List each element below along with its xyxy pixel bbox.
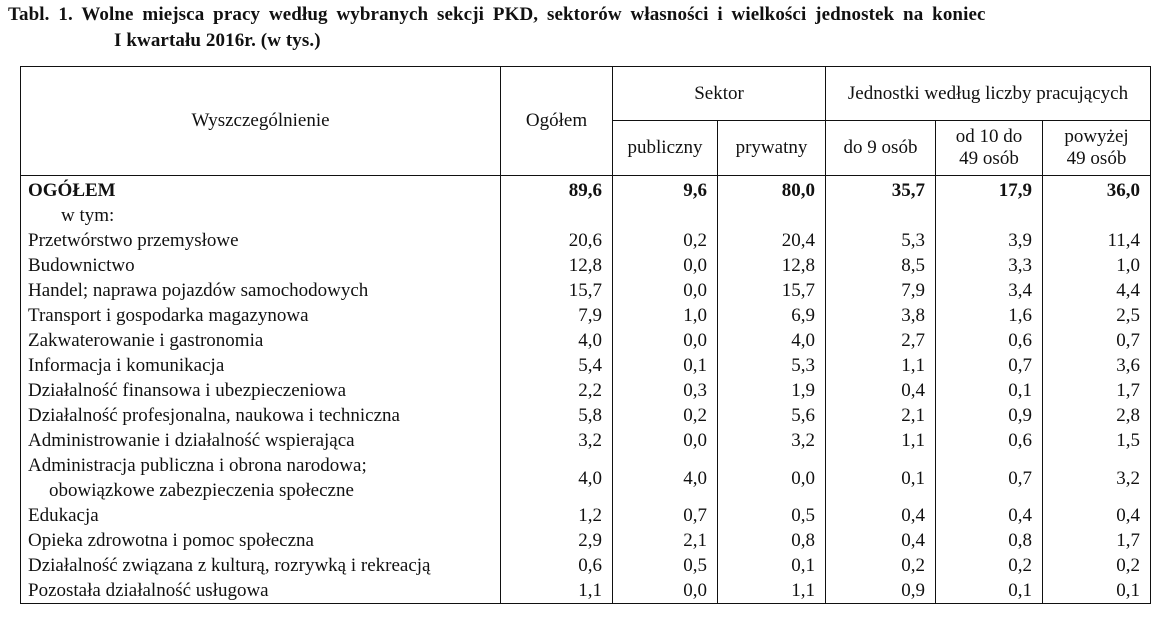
table-row: Edukacja 1,2 0,7 0,5 0,4 0,4 0,4 bbox=[20, 503, 1151, 528]
table-row: Zakwaterowanie i gastronomia 4,0 0,0 4,0… bbox=[20, 328, 1151, 353]
header-private: prywatny bbox=[717, 120, 826, 176]
caption-line-1: Tabl. 1. Wolne miejsca pracy według wybr… bbox=[8, 4, 986, 25]
header-size-large: powyżej 49 osób bbox=[1042, 120, 1151, 176]
table-row: Opieka zdrowotna i pomoc społeczna 2,9 2… bbox=[20, 528, 1151, 553]
table-row-subheading: w tym: bbox=[20, 203, 1151, 228]
header-size-small: do 9 osób bbox=[825, 120, 936, 176]
row-name-line-2: obowiązkowe zabezpieczenia społeczne bbox=[49, 480, 354, 501]
table-row: Przetwórstwo przemysłowe 20,6 0,2 20,4 5… bbox=[20, 228, 1151, 253]
table-row-total: OGÓŁEM 89,6 9,6 80,0 35,7 17,9 36,0 bbox=[20, 175, 1151, 203]
vacancies-table: Wyszczególnienie Ogółem Sektor Jednostki… bbox=[20, 66, 1151, 604]
header-size-group: Jednostki według liczby pracujących bbox=[825, 66, 1151, 121]
table-row: Administrowanie i działalność wspierając… bbox=[20, 428, 1151, 453]
caption-line-2: I kwartału 2016r. (w tys.) bbox=[114, 30, 321, 51]
header-sector-group: Sektor bbox=[612, 66, 826, 121]
table-row: Działalność profesjonalna, naukowa i tec… bbox=[20, 403, 1151, 428]
header-public: publiczny bbox=[612, 120, 718, 176]
table-caption: Tabl. 1. Wolne miejsca pracy według wybr… bbox=[8, 2, 1168, 54]
table-row: Handel; naprawa pojazdów samochodowych 1… bbox=[20, 278, 1151, 303]
table-row: Informacja i komunikacja 5,4 0,1 5,3 1,1… bbox=[20, 353, 1151, 378]
table-row: Działalność związana z kulturą, rozrywką… bbox=[20, 553, 1151, 578]
header-total: Ogółem bbox=[500, 66, 613, 176]
table-row: Działalność finansowa i ubezpieczeniowa … bbox=[20, 378, 1151, 403]
header-size-medium: od 10 do 49 osób bbox=[935, 120, 1043, 176]
table-row: Administracja publiczna i obrona narodow… bbox=[20, 453, 1151, 503]
table-row: Pozostała działalność usługowa 1,1 0,0 1… bbox=[20, 578, 1151, 604]
header-item: Wyszczególnienie bbox=[20, 66, 501, 176]
row-name-line-1: Administracja publiczna i obrona narodow… bbox=[28, 455, 367, 476]
table-row: Budownictwo 12,8 0,0 12,8 8,5 3,3 1,0 bbox=[20, 253, 1151, 278]
table-row: Transport i gospodarka magazynowa 7,9 1,… bbox=[20, 303, 1151, 328]
